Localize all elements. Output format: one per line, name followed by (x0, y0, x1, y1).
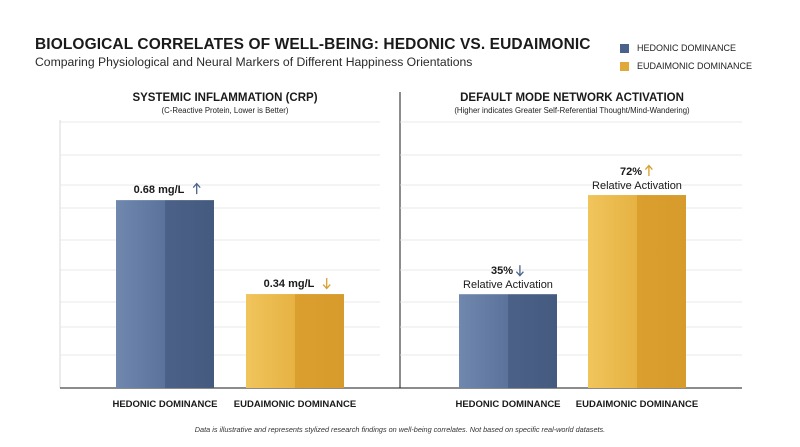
footnote: Data is illustrative and represents styl… (194, 425, 606, 434)
value-label: 72% (620, 166, 642, 178)
chart-panel-2: DEFAULT MODE NETWORK ACTIVATION (Higher i… (400, 92, 742, 410)
legend-item-hedonic: HEDONIC DOMINANCE (620, 40, 752, 56)
value-sublabel: Relative Activation (592, 180, 682, 192)
legend: HEDONIC DOMINANCE EUDAIMONIC DOMINANCE (620, 40, 752, 76)
chart-subtitle: (Higher indicates Greater Self-Referenti… (454, 106, 690, 115)
arrow-up-icon (192, 182, 201, 195)
value-label: 35% (491, 265, 513, 277)
page-subtitle: Comparing Physiological and Neural Marke… (35, 55, 473, 69)
bar-eudaimonic (588, 195, 686, 388)
category-label: EUDAIMONIC DOMINANCE (576, 399, 698, 410)
category-label: EUDAIMONIC DOMINANCE (234, 399, 356, 410)
bar-hedonic (459, 294, 557, 388)
value-sublabel: Relative Activation (463, 279, 553, 291)
arrow-up-icon (644, 164, 653, 177)
bar-eudaimonic (246, 294, 344, 388)
chart-subtitle: (C-Reactive Protein, Lower is Better) (162, 106, 289, 115)
legend-label-hedonic: HEDONIC DOMINANCE (637, 43, 737, 53)
legend-item-eudaimonic: EUDAIMONIC DOMINANCE (620, 58, 752, 74)
value-label: 0.34 mg/L (264, 278, 315, 290)
legend-label-eudaimonic: EUDAIMONIC DOMINANCE (637, 61, 753, 71)
category-label: HEDONIC DOMINANCE (112, 399, 217, 410)
legend-swatch-eudaimonic (620, 61, 629, 71)
chart-panel-1: SYSTEMIC INFLAMMATION (CRP) (C-Reactive P… (60, 92, 380, 410)
category-label: HEDONIC DOMINANCE (455, 399, 560, 410)
value-label: 0.68 mg/L (134, 184, 185, 196)
chart-title: DEFAULT MODE NETWORK ACTIVATION (460, 92, 684, 104)
page-title: BIOLOGICAL CORRELATES OF WELL-BEING: HED… (35, 36, 591, 53)
legend-swatch-hedonic (620, 43, 629, 53)
arrow-down-icon (515, 265, 524, 277)
chart-title: SYSTEMIC INFLAMMATION (CRP) (132, 92, 317, 104)
arrow-down-icon (322, 278, 331, 290)
bar-hedonic (116, 200, 214, 388)
